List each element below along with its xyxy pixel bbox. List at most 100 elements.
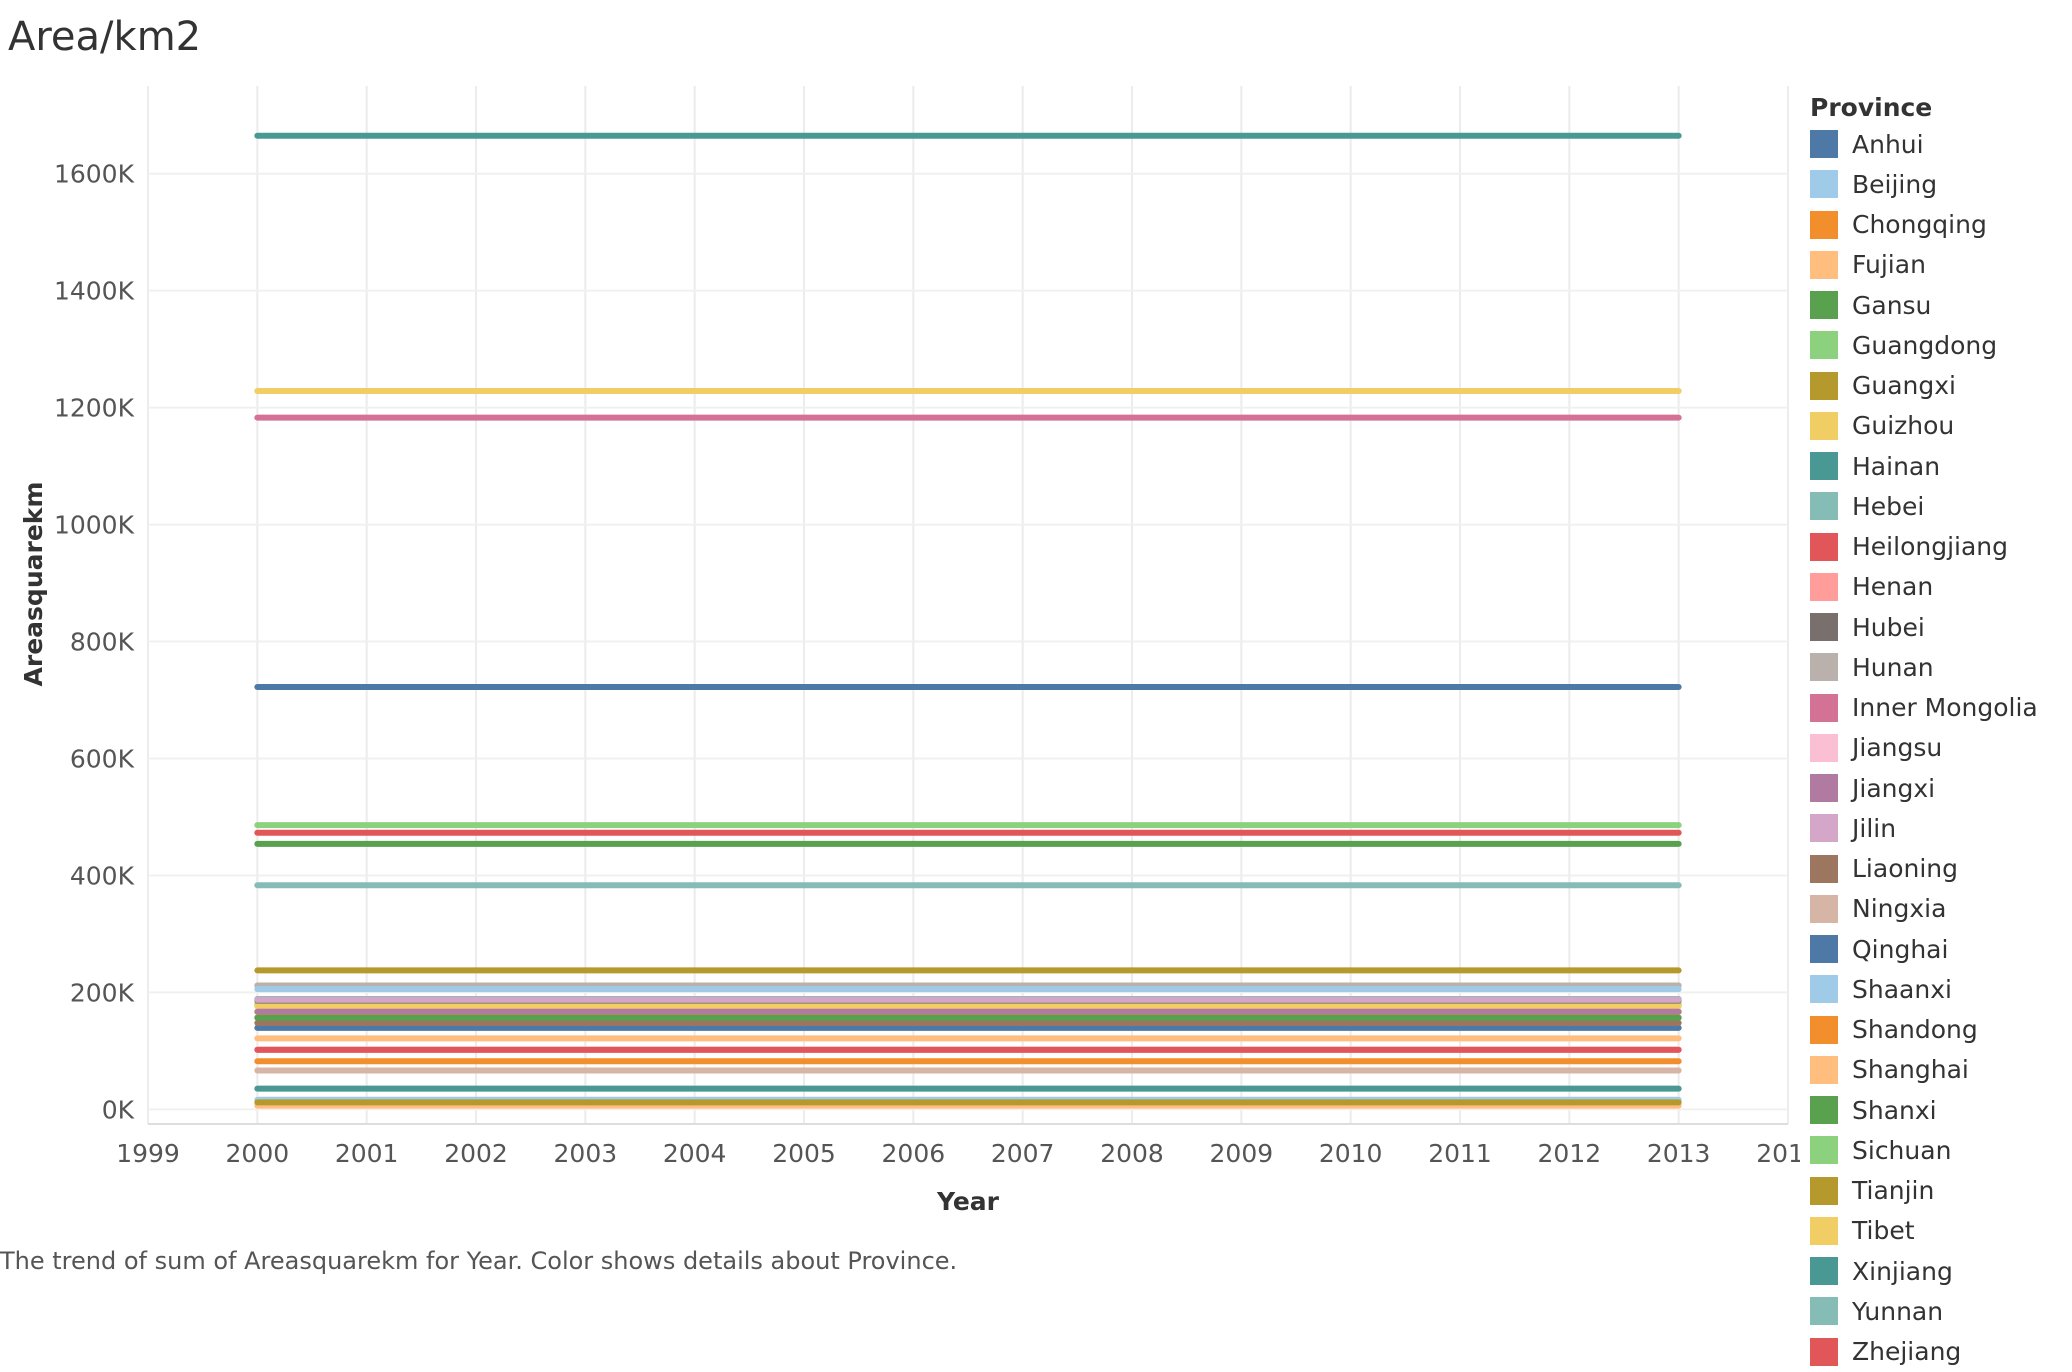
legend-item[interactable]: Zhejiang xyxy=(1810,1332,2060,1372)
legend: Province Anhui Beijing Chongqing Fujian Gans… xyxy=(1810,92,2060,1372)
x-tick-label: 2009 xyxy=(1210,1139,1274,1168)
legend-item[interactable]: Jiangsu xyxy=(1810,728,2060,768)
legend-item[interactable]: Ningxia xyxy=(1810,889,2060,929)
legend-label: Sichuan xyxy=(1852,1135,1952,1165)
legend-swatch xyxy=(1810,774,1838,803)
legend-item[interactable]: Guangdong xyxy=(1810,325,2060,365)
legend-label: Hebei xyxy=(1852,491,1925,521)
legend-item[interactable]: Gansu xyxy=(1810,285,2060,325)
legend-swatch xyxy=(1810,693,1838,722)
legend-label: Liaoning xyxy=(1852,854,1958,884)
legend-item[interactable]: Qinghai xyxy=(1810,929,2060,969)
legend-item[interactable]: Tianjin xyxy=(1810,1171,2060,1211)
legend-label: Shanxi xyxy=(1852,1095,1937,1125)
legend-item[interactable]: Shaanxi xyxy=(1810,969,2060,1009)
x-tick-label: 2000 xyxy=(226,1139,290,1168)
legend-title: Province xyxy=(1810,93,1933,122)
legend-swatch xyxy=(1810,894,1838,923)
y-tick-label: 1000K xyxy=(54,511,135,540)
x-tick-label: 2011 xyxy=(1428,1139,1492,1168)
y-tick-label: 200K xyxy=(70,978,135,1007)
legend-item[interactable]: Henan xyxy=(1810,567,2060,607)
legend-swatch xyxy=(1810,170,1838,199)
y-tick-label: 1600K xyxy=(54,160,135,189)
y-tick-label: 600K xyxy=(70,745,135,774)
legend-item[interactable]: Tibet xyxy=(1810,1211,2060,1251)
legend-label: Hainan xyxy=(1852,451,1941,481)
x-tick-label: 2004 xyxy=(663,1139,727,1168)
legend-label: Qinghai xyxy=(1852,934,1949,964)
legend-swatch xyxy=(1810,975,1838,1004)
legend-label: Chongqing xyxy=(1852,210,1987,240)
legend-item[interactable]: Hunan xyxy=(1810,647,2060,687)
legend-item[interactable]: Anhui xyxy=(1810,124,2060,164)
x-tick-label: 2010 xyxy=(1319,1139,1383,1168)
legend-label: Shaanxi xyxy=(1852,974,1952,1004)
legend-label: Jilin xyxy=(1852,813,1897,843)
legend-label: Fujian xyxy=(1852,250,1926,280)
x-tick-label: 2005 xyxy=(772,1139,836,1168)
legend-swatch xyxy=(1810,854,1838,883)
legend-swatch xyxy=(1810,1136,1838,1165)
legend-item[interactable]: Liaoning xyxy=(1810,849,2060,889)
legend-item[interactable]: Beijing xyxy=(1810,164,2060,204)
y-tick-label: 1400K xyxy=(54,277,135,306)
legend-label: Guangxi xyxy=(1852,371,1956,401)
legend-label: Anhui xyxy=(1852,129,1924,159)
legend-item[interactable]: Hubei xyxy=(1810,607,2060,647)
legend-label: Heilongjiang xyxy=(1852,532,2009,562)
legend-item[interactable]: Hainan xyxy=(1810,446,2060,486)
legend-item[interactable]: Heilongjiang xyxy=(1810,527,2060,567)
series-lines xyxy=(254,132,1682,1109)
legend-swatch xyxy=(1810,1257,1838,1286)
legend-label: Xinjiang xyxy=(1852,1256,1953,1286)
legend-swatch xyxy=(1810,1176,1838,1205)
x-tick-label: 2013 xyxy=(1647,1139,1711,1168)
legend-swatch xyxy=(1810,1055,1838,1084)
x-tick-label: 2012 xyxy=(1538,1139,1602,1168)
x-tick-label: 1999 xyxy=(116,1139,180,1168)
legend-item[interactable]: Guangxi xyxy=(1810,366,2060,406)
legend-item[interactable]: Guizhou xyxy=(1810,406,2060,446)
legend-label: Gansu xyxy=(1852,290,1932,320)
legend-item[interactable]: Hebei xyxy=(1810,486,2060,526)
grid xyxy=(147,86,1789,1125)
legend-swatch xyxy=(1810,452,1838,481)
legend-label: Jiangxi xyxy=(1852,773,1936,803)
legend-item[interactable]: Jiangxi xyxy=(1810,768,2060,808)
x-axis-ticks: 1999 2000 2001 2002 2003 2004 2005 2006 2007 2008… xyxy=(116,1139,1800,1168)
legend-item[interactable]: Inner Mongolia xyxy=(1810,688,2060,728)
legend-swatch xyxy=(1810,1015,1838,1044)
legend-items: Anhui Beijing Chongqing Fujian Gansu Guangdon… xyxy=(1810,124,2060,1372)
legend-item[interactable]: Fujian xyxy=(1810,245,2060,285)
chart-caption: The trend of sum of Areasquarekm for Yea… xyxy=(0,1247,958,1275)
legend-swatch xyxy=(1810,814,1838,843)
legend-swatch xyxy=(1810,935,1838,964)
x-tick-label: 2006 xyxy=(882,1139,946,1168)
legend-label: Zhejiang xyxy=(1852,1337,1962,1367)
y-tick-label: 0K xyxy=(102,1095,135,1124)
legend-label: Guangdong xyxy=(1852,330,1998,360)
legend-item[interactable]: Yunnan xyxy=(1810,1291,2060,1331)
legend-item[interactable]: Sichuan xyxy=(1810,1130,2060,1170)
legend-swatch xyxy=(1810,532,1838,561)
legend-item[interactable]: Shanxi xyxy=(1810,1090,2060,1130)
legend-label: Jiangsu xyxy=(1852,733,1943,763)
legend-label: Shanghai xyxy=(1852,1055,1969,1085)
legend-swatch xyxy=(1810,250,1838,279)
legend-item[interactable]: Jilin xyxy=(1810,808,2060,848)
legend-item[interactable]: Chongqing xyxy=(1810,205,2060,245)
legend-item[interactable]: Shandong xyxy=(1810,1010,2060,1050)
legend-item[interactable]: Shanghai xyxy=(1810,1050,2060,1090)
x-tick-label: 2002 xyxy=(444,1139,508,1168)
legend-label: Tianjin xyxy=(1852,1176,1935,1206)
legend-label: Beijing xyxy=(1852,169,1938,199)
legend-swatch xyxy=(1810,291,1838,320)
x-tick-label: 2003 xyxy=(554,1139,618,1168)
legend-label: Hubei xyxy=(1852,612,1925,642)
y-axis-ticks: 0K 200K 400K 600K 800K 1000K 1200K 1400K 1600K xyxy=(54,160,135,1125)
x-tick-label: 2001 xyxy=(335,1139,399,1168)
legend-swatch xyxy=(1810,1096,1838,1125)
legend-item[interactable]: Xinjiang xyxy=(1810,1251,2060,1291)
legend-label: Yunnan xyxy=(1852,1296,1944,1326)
